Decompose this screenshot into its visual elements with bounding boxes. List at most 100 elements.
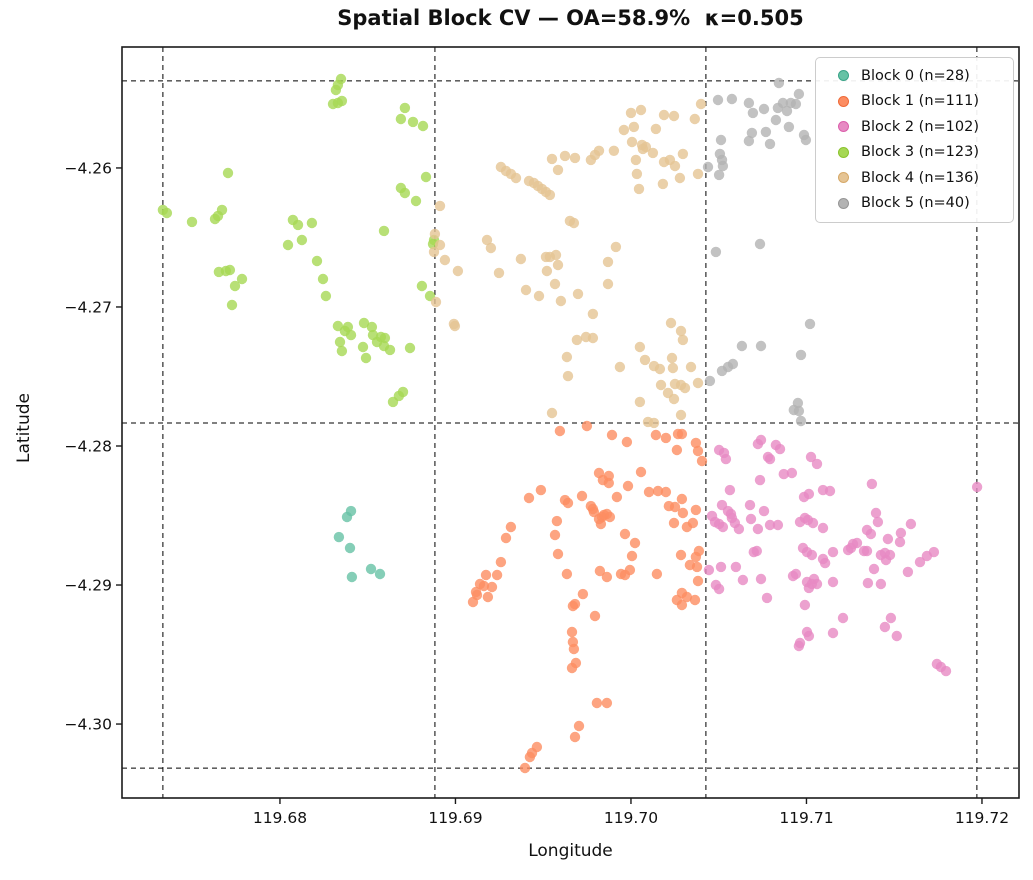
data-point (591, 697, 603, 709)
data-point (562, 370, 574, 382)
data-point (868, 563, 880, 575)
data-point (358, 317, 370, 329)
data-point (416, 280, 428, 292)
data-point (643, 486, 655, 498)
data-point (715, 561, 727, 573)
data-point (407, 116, 419, 128)
data-point (668, 393, 680, 405)
data-point (626, 136, 638, 148)
data-point (786, 467, 798, 479)
data-point (730, 561, 742, 573)
data-point (399, 102, 411, 114)
y-tick-label: −4.26 (65, 159, 113, 177)
data-point (894, 536, 906, 548)
data-point (793, 640, 805, 652)
data-point (755, 573, 767, 585)
data-point (566, 662, 578, 674)
data-point (365, 563, 377, 575)
data-point (384, 344, 396, 356)
data-point (552, 548, 564, 560)
data-point (751, 545, 762, 557)
data-point (713, 583, 725, 595)
data-point (430, 296, 442, 308)
data-point (695, 98, 707, 110)
data-point (478, 580, 490, 592)
data-point (551, 515, 563, 527)
data-point (715, 134, 727, 146)
data-point (552, 259, 564, 271)
data-point (676, 493, 688, 505)
data-point (344, 542, 356, 554)
data-point (618, 124, 630, 136)
data-point (569, 152, 581, 164)
data-point (905, 518, 917, 530)
data-point (311, 255, 323, 267)
series-block-1 (467, 420, 708, 774)
data-point (772, 519, 784, 531)
data-point (710, 246, 722, 258)
data-point (602, 278, 614, 290)
legend-entry-block-1: Block 1 (n=111) (828, 89, 1003, 115)
data-point (633, 183, 645, 195)
data-point (635, 466, 647, 478)
data-point (566, 626, 578, 638)
data-point (658, 109, 670, 121)
data-point (397, 386, 409, 398)
data-point (500, 532, 512, 544)
data-point (827, 546, 839, 558)
data-point (379, 332, 391, 344)
data-point (366, 321, 378, 333)
data-point (783, 121, 795, 133)
legend-entry-block-0: Block 0 (n=28) (828, 63, 1003, 89)
data-point (805, 451, 817, 463)
data-point (387, 396, 399, 408)
data-point (482, 591, 494, 603)
data-point (573, 720, 585, 732)
data-point (668, 517, 680, 529)
data-point (650, 429, 662, 441)
data-point (410, 195, 422, 207)
data-point (777, 97, 789, 109)
data-point (774, 443, 786, 455)
data-point (577, 588, 589, 600)
data-point (505, 521, 517, 533)
data-point (611, 491, 623, 503)
data-point (781, 105, 793, 117)
data-point (677, 148, 689, 160)
data-point (562, 497, 574, 509)
data-point (803, 630, 815, 642)
data-point (378, 225, 390, 237)
data-point (716, 365, 728, 377)
data-point (541, 265, 553, 277)
data-point (891, 630, 902, 642)
data-point (764, 453, 776, 465)
data-point (895, 527, 907, 539)
data-point (510, 172, 522, 184)
data-point (568, 643, 580, 655)
data-point (692, 168, 704, 180)
data-point (800, 134, 812, 146)
legend-marker-icon (838, 197, 849, 209)
data-point (685, 361, 697, 373)
data-point (186, 216, 198, 228)
data-point (737, 574, 749, 586)
data-point (523, 492, 535, 504)
data-point (760, 126, 772, 138)
data-point (485, 242, 497, 254)
data-point (747, 107, 759, 119)
data-point (657, 178, 669, 190)
data-point (755, 340, 767, 352)
y-tick-label: −4.30 (65, 716, 113, 734)
data-point (795, 349, 807, 361)
data-point (743, 97, 755, 109)
data-point (360, 352, 372, 364)
series-block-5 (702, 77, 816, 427)
data-point (452, 265, 464, 277)
data-point (752, 523, 764, 535)
data-point (870, 507, 882, 519)
x-tick-label: 119.68 (253, 809, 307, 827)
data-point (713, 169, 725, 181)
data-point (764, 138, 776, 150)
data-point (795, 415, 807, 427)
